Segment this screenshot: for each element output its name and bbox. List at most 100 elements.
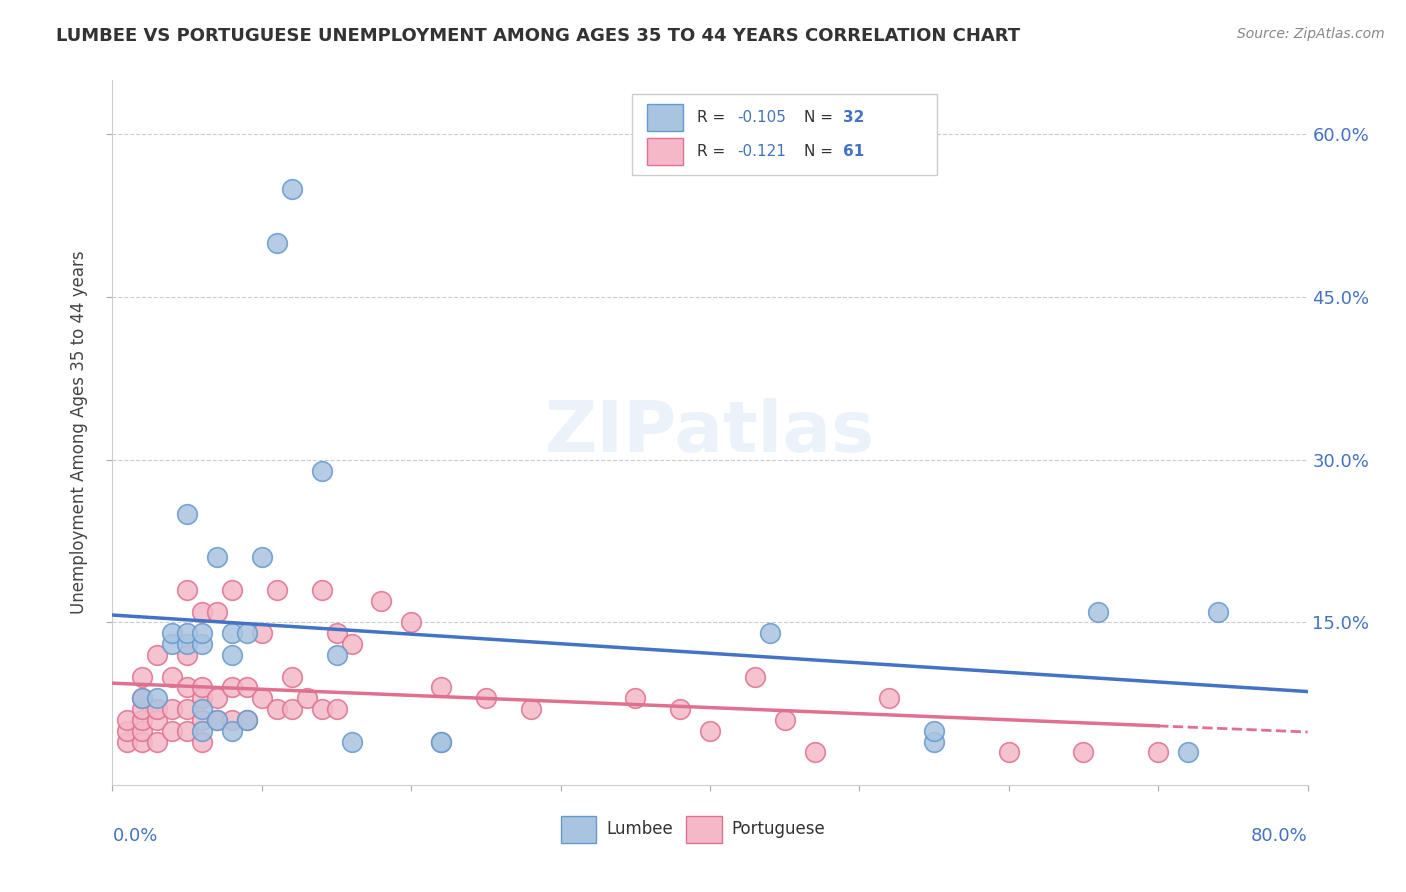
Text: R =: R = [697, 144, 730, 159]
Text: ZIPatlas: ZIPatlas [546, 398, 875, 467]
Point [176, 637, 198, 651]
Point [117, 723, 139, 738]
Point [131, 734, 153, 748]
Point [191, 681, 214, 695]
Point [205, 691, 228, 706]
Text: Portuguese: Portuguese [731, 821, 825, 838]
Point [205, 550, 228, 565]
Point [311, 582, 333, 597]
Point [430, 681, 453, 695]
Point [266, 235, 288, 250]
Point [266, 582, 288, 597]
Point [176, 626, 198, 640]
Point [205, 605, 228, 619]
Bar [647, 104, 682, 131]
Point [340, 734, 363, 748]
Point [162, 702, 183, 716]
Point [311, 702, 333, 716]
Point [205, 713, 228, 727]
Point [281, 702, 304, 716]
Point [162, 723, 183, 738]
Point [191, 702, 214, 716]
Point [191, 626, 214, 640]
Point [146, 734, 169, 748]
Point [221, 713, 243, 727]
Point [131, 691, 153, 706]
Point [117, 734, 139, 748]
Point [191, 637, 214, 651]
Point [146, 691, 169, 706]
Point [1147, 746, 1170, 760]
Point [236, 681, 259, 695]
Point [311, 464, 333, 478]
Bar [686, 816, 723, 843]
Point [176, 702, 198, 716]
Point [176, 681, 198, 695]
Point [176, 648, 198, 662]
Text: LUMBEE VS PORTUGUESE UNEMPLOYMENT AMONG AGES 35 TO 44 YEARS CORRELATION CHART: LUMBEE VS PORTUGUESE UNEMPLOYMENT AMONG … [56, 27, 1021, 45]
Point [922, 734, 945, 748]
Point [266, 702, 288, 716]
Bar [647, 138, 682, 165]
Point [191, 723, 214, 738]
Point [131, 691, 153, 706]
Point [236, 713, 259, 727]
Bar [561, 816, 596, 843]
Point [370, 593, 392, 607]
Point [295, 691, 318, 706]
Text: R =: R = [697, 110, 730, 125]
Point [221, 648, 243, 662]
Point [281, 669, 304, 683]
Point [922, 723, 945, 738]
Point [162, 626, 183, 640]
Point [879, 691, 901, 706]
Point [221, 681, 243, 695]
Point [401, 615, 423, 630]
Point [162, 637, 183, 651]
Point [803, 746, 825, 760]
Point [325, 626, 347, 640]
Text: -0.105: -0.105 [738, 110, 786, 125]
Point [221, 723, 243, 738]
Point [191, 713, 214, 727]
Point [236, 626, 259, 640]
Point [250, 626, 273, 640]
Point [520, 702, 543, 716]
Point [176, 723, 198, 738]
Point [131, 669, 153, 683]
Point [250, 550, 273, 565]
Point [176, 507, 198, 521]
Point [131, 713, 153, 727]
Point [475, 691, 498, 706]
Text: -0.121: -0.121 [738, 144, 786, 159]
Point [205, 713, 228, 727]
Point [624, 691, 647, 706]
Point [236, 713, 259, 727]
Text: Lumbee: Lumbee [606, 821, 673, 838]
Point [1087, 605, 1109, 619]
Point [1177, 746, 1199, 760]
Point [773, 713, 796, 727]
Point [669, 702, 692, 716]
Point [221, 626, 243, 640]
Point [176, 582, 198, 597]
Point [998, 746, 1021, 760]
Text: Source: ZipAtlas.com: Source: ZipAtlas.com [1237, 27, 1385, 41]
Point [340, 637, 363, 651]
Point [1073, 746, 1095, 760]
Point [744, 669, 766, 683]
Point [1206, 605, 1229, 619]
Point [191, 734, 214, 748]
Point [325, 648, 347, 662]
Point [146, 702, 169, 716]
Point [430, 734, 453, 748]
Point [117, 713, 139, 727]
Point [699, 723, 721, 738]
Point [430, 734, 453, 748]
Point [191, 605, 214, 619]
Text: 0.0%: 0.0% [112, 827, 157, 846]
Text: N =: N = [804, 110, 838, 125]
Point [162, 669, 183, 683]
Point [146, 713, 169, 727]
Text: 32: 32 [842, 110, 865, 125]
